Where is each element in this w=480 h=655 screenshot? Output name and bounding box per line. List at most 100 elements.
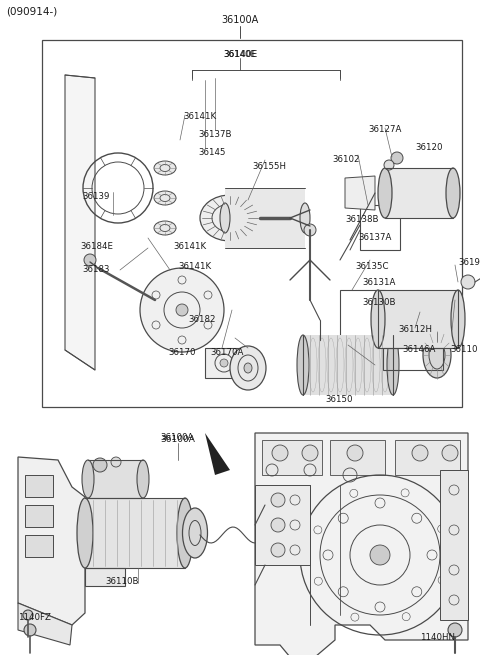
Bar: [42, 40, 462, 407]
Text: 36170A: 36170A: [210, 348, 243, 357]
Bar: [440, 470, 468, 620]
Bar: [88, 460, 143, 498]
Text: 36155H: 36155H: [252, 162, 286, 171]
Bar: [25, 475, 53, 497]
Circle shape: [111, 457, 121, 467]
Text: 36140E: 36140E: [223, 50, 257, 59]
Text: (090914-): (090914-): [6, 7, 57, 17]
Polygon shape: [18, 603, 72, 645]
Text: 36102: 36102: [332, 155, 360, 164]
Circle shape: [347, 445, 363, 461]
Circle shape: [461, 275, 475, 289]
Bar: [330, 440, 385, 475]
Text: 36127A: 36127A: [368, 125, 401, 134]
Bar: [303, 335, 393, 395]
Circle shape: [448, 623, 462, 637]
Circle shape: [271, 518, 285, 532]
Polygon shape: [255, 433, 468, 655]
Text: 36137B: 36137B: [198, 130, 231, 139]
Text: 36112H: 36112H: [398, 325, 432, 334]
Circle shape: [442, 445, 458, 461]
Ellipse shape: [154, 191, 176, 205]
Ellipse shape: [154, 161, 176, 175]
Text: 36130B: 36130B: [362, 298, 396, 307]
Text: 36141K: 36141K: [173, 242, 206, 251]
Ellipse shape: [230, 346, 266, 390]
Bar: [360, 205, 400, 250]
Text: 36145: 36145: [198, 148, 226, 157]
Ellipse shape: [451, 290, 465, 348]
Text: 36150: 36150: [325, 395, 352, 404]
Bar: [225, 188, 305, 248]
Polygon shape: [18, 457, 85, 625]
Text: 36138B: 36138B: [345, 215, 379, 224]
Ellipse shape: [244, 363, 252, 373]
Text: 36139: 36139: [82, 192, 109, 201]
Text: 36141K: 36141K: [183, 112, 216, 121]
Ellipse shape: [371, 290, 385, 348]
Polygon shape: [345, 176, 375, 210]
Bar: [25, 535, 53, 557]
Bar: [383, 348, 443, 370]
Text: 36184E: 36184E: [80, 242, 113, 251]
Text: 36170: 36170: [168, 348, 195, 357]
Text: 1140FZ: 1140FZ: [18, 613, 51, 622]
Text: 1140HN: 1140HN: [420, 633, 455, 642]
Circle shape: [370, 545, 390, 565]
Text: 36146A: 36146A: [402, 345, 435, 354]
Bar: [255, 485, 310, 565]
Circle shape: [23, 610, 33, 620]
Bar: [85, 498, 185, 568]
Ellipse shape: [446, 168, 460, 218]
Ellipse shape: [297, 335, 309, 395]
Text: 36199: 36199: [458, 258, 480, 267]
Text: 36120: 36120: [415, 143, 443, 152]
Circle shape: [220, 359, 228, 367]
Ellipse shape: [77, 498, 93, 568]
Text: 36182: 36182: [188, 315, 216, 324]
Text: 36140E: 36140E: [224, 50, 256, 59]
Text: 36110: 36110: [450, 345, 478, 354]
Bar: [25, 505, 53, 527]
Circle shape: [302, 445, 318, 461]
Bar: [395, 440, 460, 475]
Circle shape: [271, 493, 285, 507]
Ellipse shape: [378, 168, 392, 218]
Bar: [385, 168, 453, 218]
Ellipse shape: [220, 203, 230, 233]
Ellipse shape: [182, 508, 207, 558]
Polygon shape: [205, 433, 230, 475]
Circle shape: [304, 224, 316, 236]
Circle shape: [272, 445, 288, 461]
Text: 36135C: 36135C: [355, 262, 388, 271]
Circle shape: [412, 445, 428, 461]
Text: 36141K: 36141K: [178, 262, 211, 271]
Circle shape: [93, 458, 107, 472]
Bar: [205, 348, 243, 378]
Bar: [378, 290, 458, 348]
Ellipse shape: [154, 221, 176, 235]
Text: 36183: 36183: [82, 265, 109, 274]
Ellipse shape: [137, 460, 149, 498]
Text: 36137A: 36137A: [358, 233, 391, 242]
Bar: [262, 440, 322, 475]
Text: 36100A: 36100A: [221, 15, 259, 25]
Circle shape: [140, 268, 224, 352]
Ellipse shape: [423, 332, 451, 378]
Circle shape: [84, 254, 96, 266]
Ellipse shape: [200, 195, 260, 241]
Circle shape: [384, 160, 394, 170]
Text: 36100A: 36100A: [160, 435, 195, 444]
Text: 36110B: 36110B: [105, 577, 139, 586]
Text: 36131A: 36131A: [362, 278, 396, 287]
Bar: [340, 290, 385, 345]
Polygon shape: [65, 75, 95, 370]
Ellipse shape: [387, 335, 399, 395]
Ellipse shape: [177, 498, 193, 568]
Ellipse shape: [300, 203, 310, 233]
Text: 36100A: 36100A: [160, 433, 193, 442]
Circle shape: [271, 543, 285, 557]
Ellipse shape: [82, 460, 94, 498]
Circle shape: [24, 624, 36, 636]
Circle shape: [176, 304, 188, 316]
